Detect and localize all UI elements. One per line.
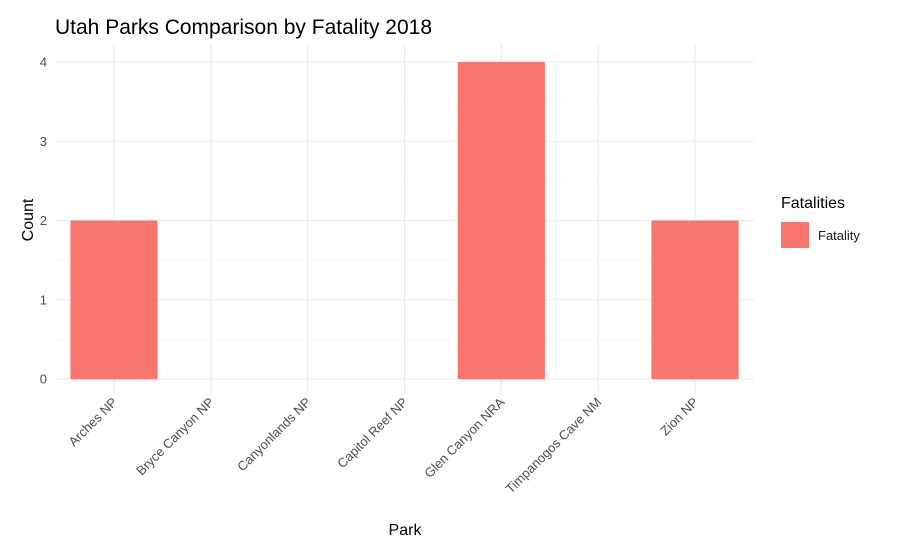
y-tick-label: 0 [40, 372, 47, 387]
x-tick-label: Arches NP [66, 395, 121, 450]
y-axis-title: Count [20, 198, 37, 241]
x-tick-label: Timpanogos Cave NM [503, 395, 605, 497]
y-tick-label: 2 [40, 213, 47, 228]
x-axis-ticks: Arches NP Bryce Canyon NP Canyonlands NP Ca… [66, 394, 702, 496]
y-tick-label: 1 [40, 292, 47, 307]
x-tick-label: Capitol Reef NP [334, 395, 411, 472]
y-tick-label: 3 [40, 134, 47, 149]
x-tick-label: Canyonlands NP [234, 395, 314, 475]
x-axis-title: Park [389, 522, 423, 539]
legend: Fatalities Fatality [781, 195, 860, 248]
legend-swatch-fatality [781, 222, 809, 248]
bars-layer [70, 62, 739, 379]
y-axis-ticks: 0 1 2 3 4 [40, 55, 47, 387]
bar-arches-np [70, 220, 158, 379]
chart-title: Utah Parks Comparison by Fatality 2018 [55, 16, 432, 39]
bar-zion-np [651, 220, 739, 379]
legend-title: Fatalities [781, 195, 845, 212]
x-tick-label: Bryce Canyon NP [133, 395, 217, 479]
bar-glen-canyon-nra [457, 62, 545, 379]
legend-label-fatality: Fatality [818, 228, 860, 243]
x-tick-label: Zion NP [657, 395, 701, 439]
grid-layer [56, 44, 754, 395]
y-tick-label: 4 [40, 55, 47, 70]
x-tick-label: Glen Canyon NRA [421, 394, 507, 480]
